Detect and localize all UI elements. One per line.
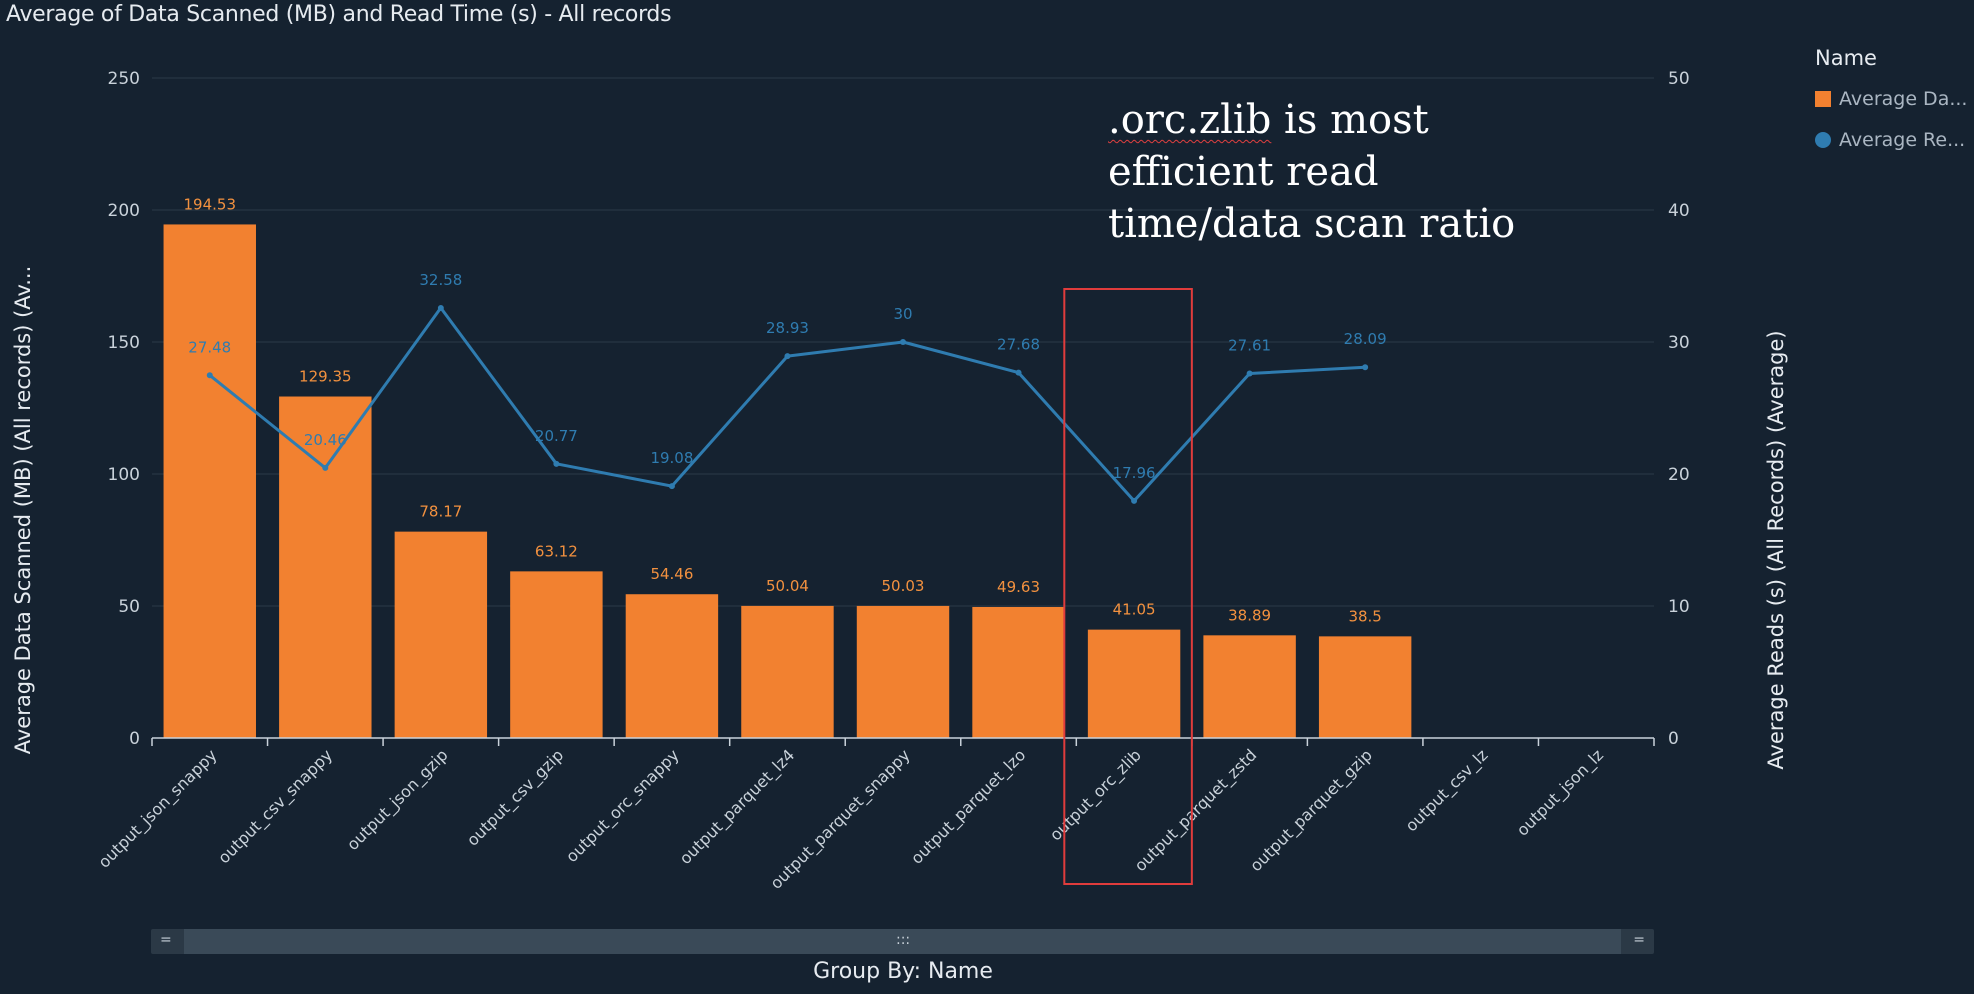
x-tick-label: output_json_gzip: [343, 745, 452, 854]
line-point[interactable]: [206, 372, 213, 379]
line-data-label: 27.48: [188, 338, 231, 356]
x-tick-label: output_parquet_lz4: [676, 745, 799, 868]
y-tick-label: 0: [129, 729, 140, 749]
line-data-label: 20.77: [535, 427, 578, 445]
y-tick-label: 250: [108, 69, 140, 89]
bar[interactable]: [1203, 635, 1296, 738]
y2-tick-label: 40: [1668, 201, 1690, 221]
x-tick-label: output_parquet_lzo: [907, 745, 1030, 868]
x-tick-label: output_json_lz: [1513, 745, 1608, 840]
bar-data-label: 41.05: [1113, 601, 1156, 619]
annotation-text: .orc.zlib is most efficient read time/da…: [1108, 94, 1548, 250]
y-tick-label: 50: [118, 597, 140, 617]
orange-square-icon: [1815, 91, 1831, 107]
y2-axis-label: Average Reads (s) (All Records) (Average…: [1764, 330, 1788, 769]
line-data-label: 30: [893, 305, 912, 323]
bar[interactable]: [741, 605, 834, 738]
scroll-handle[interactable]: :::: [184, 929, 1621, 954]
x-tick-label: output_csv_lz: [1402, 745, 1493, 836]
blue-circle-icon: [1815, 132, 1831, 148]
legend: Name Average Da... Average Re...: [1815, 46, 1967, 170]
bar-data-label: 78.17: [419, 503, 462, 521]
bar[interactable]: [972, 606, 1065, 738]
bar[interactable]: [394, 531, 488, 738]
bar[interactable]: [625, 594, 719, 738]
highlight-box: [1063, 288, 1193, 885]
line-point[interactable]: [437, 304, 444, 311]
x-tick-label: output_json_snappy: [94, 745, 221, 872]
bar[interactable]: [856, 605, 950, 738]
bar[interactable]: [1087, 629, 1181, 738]
line-data-label: 28.09: [1344, 330, 1387, 348]
line-point[interactable]: [1362, 364, 1369, 371]
line-data-label: 20.46: [304, 431, 347, 449]
line-point[interactable]: [900, 339, 906, 345]
y-tick-label: 100: [108, 465, 140, 485]
line-data-label: 19.08: [650, 449, 693, 467]
y2-tick-label: 0: [1668, 729, 1679, 749]
x-tick-label: output_parquet_gzip: [1246, 745, 1377, 876]
legend-title: Name: [1815, 46, 1877, 70]
line-data-label: 17.96: [1113, 464, 1156, 482]
bar[interactable]: [163, 224, 256, 738]
scroll-center-grip-icon: :::: [896, 932, 911, 948]
legend-item-data-scanned[interactable]: Average Da...: [1815, 88, 1967, 110]
line-point[interactable]: [1131, 497, 1138, 504]
y2-tick-label: 20: [1668, 465, 1690, 485]
y2-tick-label: 10: [1668, 597, 1690, 617]
bar-data-label: 50.04: [766, 577, 809, 595]
bar-data-label: 50.03: [882, 577, 925, 595]
line-data-label: 27.68: [997, 336, 1040, 354]
line-point[interactable]: [553, 460, 560, 467]
y-axis-label: Average Data Scanned (MB) (All records) …: [11, 266, 35, 755]
annotation-rest: is most efficient read time/data scan ra…: [1108, 97, 1516, 247]
bar[interactable]: [510, 571, 603, 738]
chart-title: Average of Data Scanned (MB) and Read Ti…: [6, 2, 672, 27]
line-point[interactable]: [784, 353, 791, 360]
bar-data-label: 54.46: [650, 565, 693, 583]
line-point[interactable]: [668, 483, 675, 490]
scroll-right-grip-icon[interactable]: =: [1633, 932, 1645, 948]
horizontal-scrollbar[interactable]: = ::: =: [151, 929, 1654, 954]
x-tick-label: output_csv_gzip: [463, 745, 568, 850]
bar[interactable]: [1318, 636, 1412, 738]
scroll-left-grip-icon[interactable]: =: [160, 932, 172, 948]
bar-data-label: 38.5: [1348, 607, 1381, 625]
line-point[interactable]: [322, 464, 329, 471]
line-point[interactable]: [1246, 370, 1253, 377]
line-point[interactable]: [1015, 369, 1022, 376]
line-data-label: 27.61: [1228, 337, 1271, 355]
y-tick-label: 150: [108, 333, 140, 353]
x-tick-label: output_csv_snappy: [214, 745, 337, 868]
annotation-highlight-word: .orc.zlib: [1108, 97, 1272, 143]
bar-data-label: 38.89: [1228, 606, 1271, 624]
bar[interactable]: [279, 396, 372, 738]
bar-data-label: 49.63: [997, 578, 1040, 596]
legend-label: Average Da...: [1839, 88, 1968, 110]
bar-data-label: 194.53: [184, 195, 237, 213]
line-data-label: 32.58: [419, 271, 462, 289]
bar-data-label: 129.35: [299, 368, 352, 386]
legend-item-read-time[interactable]: Average Re...: [1815, 129, 1967, 151]
y2-tick-label: 30: [1668, 333, 1690, 353]
bar-data-label: 63.12: [535, 542, 578, 560]
y2-tick-label: 50: [1668, 69, 1690, 89]
line-data-label: 28.93: [766, 319, 809, 337]
group-by-label: Group By: Name: [813, 959, 993, 984]
y-tick-label: 200: [108, 201, 140, 221]
x-tick-label: output_orc_snappy: [562, 745, 683, 866]
legend-label: Average Re...: [1839, 129, 1966, 151]
x-tick-label: output_parquet_zstd: [1131, 745, 1262, 876]
x-tick-label: output_orc_zlib: [1046, 745, 1146, 845]
